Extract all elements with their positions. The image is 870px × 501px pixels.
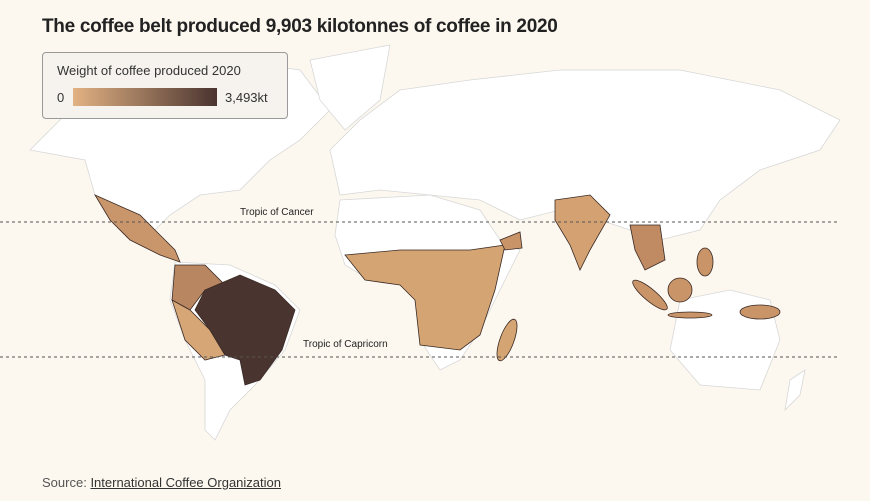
legend: Weight of coffee produced 2020 0 3,493kt: [42, 52, 288, 119]
source-link[interactable]: International Coffee Organization: [90, 475, 281, 490]
tropic-label: Tropic of Capricorn: [303, 339, 388, 350]
legend-scale: [73, 88, 217, 106]
source: Source: International Coffee Organizatio…: [42, 475, 281, 490]
tropic-label: Tropic of Cancer: [240, 207, 314, 218]
legend-gradient: [73, 88, 217, 106]
legend-max: 3,493kt: [225, 90, 268, 105]
legend-title: Weight of coffee produced 2020: [57, 63, 241, 78]
source-prefix: Source:: [42, 475, 87, 490]
legend-min: 0: [57, 90, 65, 105]
title: The coffee belt produced 9,903 kilotonne…: [42, 16, 558, 37]
